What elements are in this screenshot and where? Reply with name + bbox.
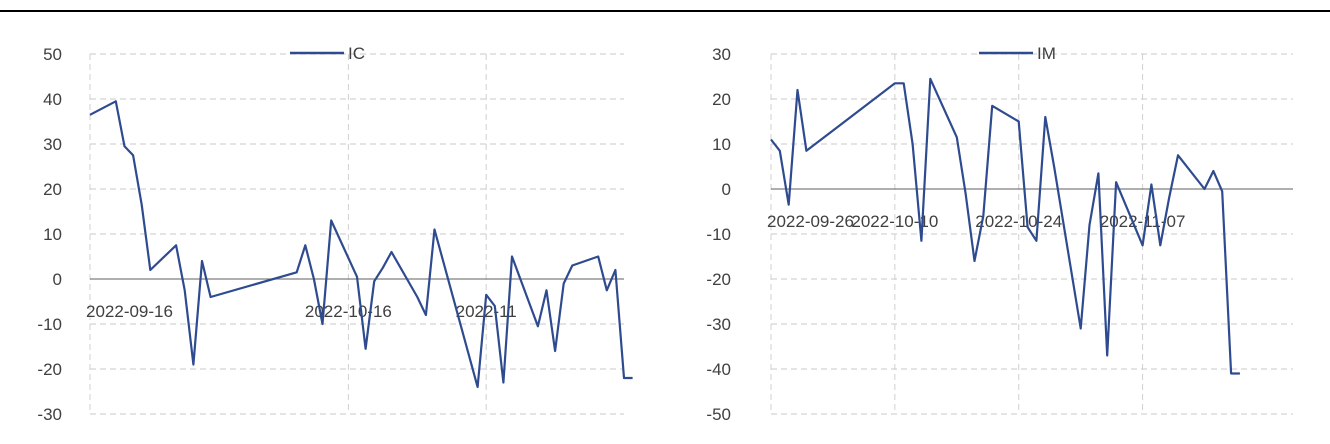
x-tick-label: 2022-09-16 <box>86 302 173 321</box>
y-tick-label: -20 <box>706 270 731 289</box>
y-tick-label: 0 <box>722 180 731 199</box>
y-tick-label: -50 <box>706 405 731 424</box>
top-rule <box>0 0 1330 14</box>
legend-label: IM <box>1037 44 1056 63</box>
y-tick-label: 0 <box>53 270 62 289</box>
y-tick-label: -40 <box>706 360 731 379</box>
x-tick-label: 2022-10-24 <box>975 212 1062 231</box>
im-chart: -50-40-30-20-1001020302022-09-262022-10-… <box>706 44 1293 424</box>
y-tick-label: 40 <box>43 90 62 109</box>
y-tick-label: 20 <box>712 90 731 109</box>
y-tick-label: 10 <box>712 135 731 154</box>
x-tick-label: 2022-11 <box>456 302 517 321</box>
y-tick-label: 30 <box>43 135 62 154</box>
x-tick-label: 2022-11-07 <box>1100 212 1186 231</box>
legend-label: IC <box>348 44 365 63</box>
y-tick-label: -20 <box>37 360 62 379</box>
top-divider <box>0 10 1330 12</box>
y-tick-label: -10 <box>37 315 62 334</box>
y-tick-label: 30 <box>712 45 731 64</box>
x-tick-label: 2022-10-10 <box>851 212 938 231</box>
series-line-ic <box>89 100 633 389</box>
series-line-im <box>770 77 1240 375</box>
y-tick-label: -30 <box>37 405 62 424</box>
y-tick-label: 50 <box>43 45 62 64</box>
y-tick-label: 10 <box>43 225 62 244</box>
y-tick-label: 20 <box>43 180 62 199</box>
y-tick-label: -10 <box>706 225 731 244</box>
y-tick-label: -30 <box>706 315 731 334</box>
x-tick-label: 2022-09-26 <box>767 212 854 231</box>
